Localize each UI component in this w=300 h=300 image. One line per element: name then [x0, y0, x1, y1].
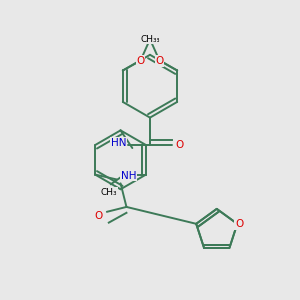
Text: O: O — [136, 56, 145, 66]
Text: CH₃: CH₃ — [100, 188, 117, 197]
Text: O: O — [95, 211, 103, 221]
Text: CH₃: CH₃ — [143, 34, 160, 43]
Text: O: O — [136, 56, 145, 66]
Text: NH: NH — [121, 170, 136, 181]
Text: HN: HN — [111, 138, 126, 148]
Text: O: O — [235, 219, 243, 229]
Text: O: O — [155, 56, 164, 66]
Text: O: O — [175, 140, 184, 150]
Text: CH₃: CH₃ — [100, 188, 117, 197]
Text: O: O — [95, 211, 103, 221]
Text: O: O — [175, 140, 184, 150]
Text: NH: NH — [121, 170, 136, 181]
Text: O: O — [155, 56, 164, 66]
Text: CH₃: CH₃ — [143, 34, 160, 43]
Text: CH₃: CH₃ — [140, 34, 157, 43]
Text: CH₃: CH₃ — [140, 34, 157, 43]
Text: O: O — [120, 169, 129, 179]
Text: HN: HN — [111, 138, 126, 148]
Text: O: O — [120, 169, 129, 179]
Text: O: O — [235, 219, 243, 229]
